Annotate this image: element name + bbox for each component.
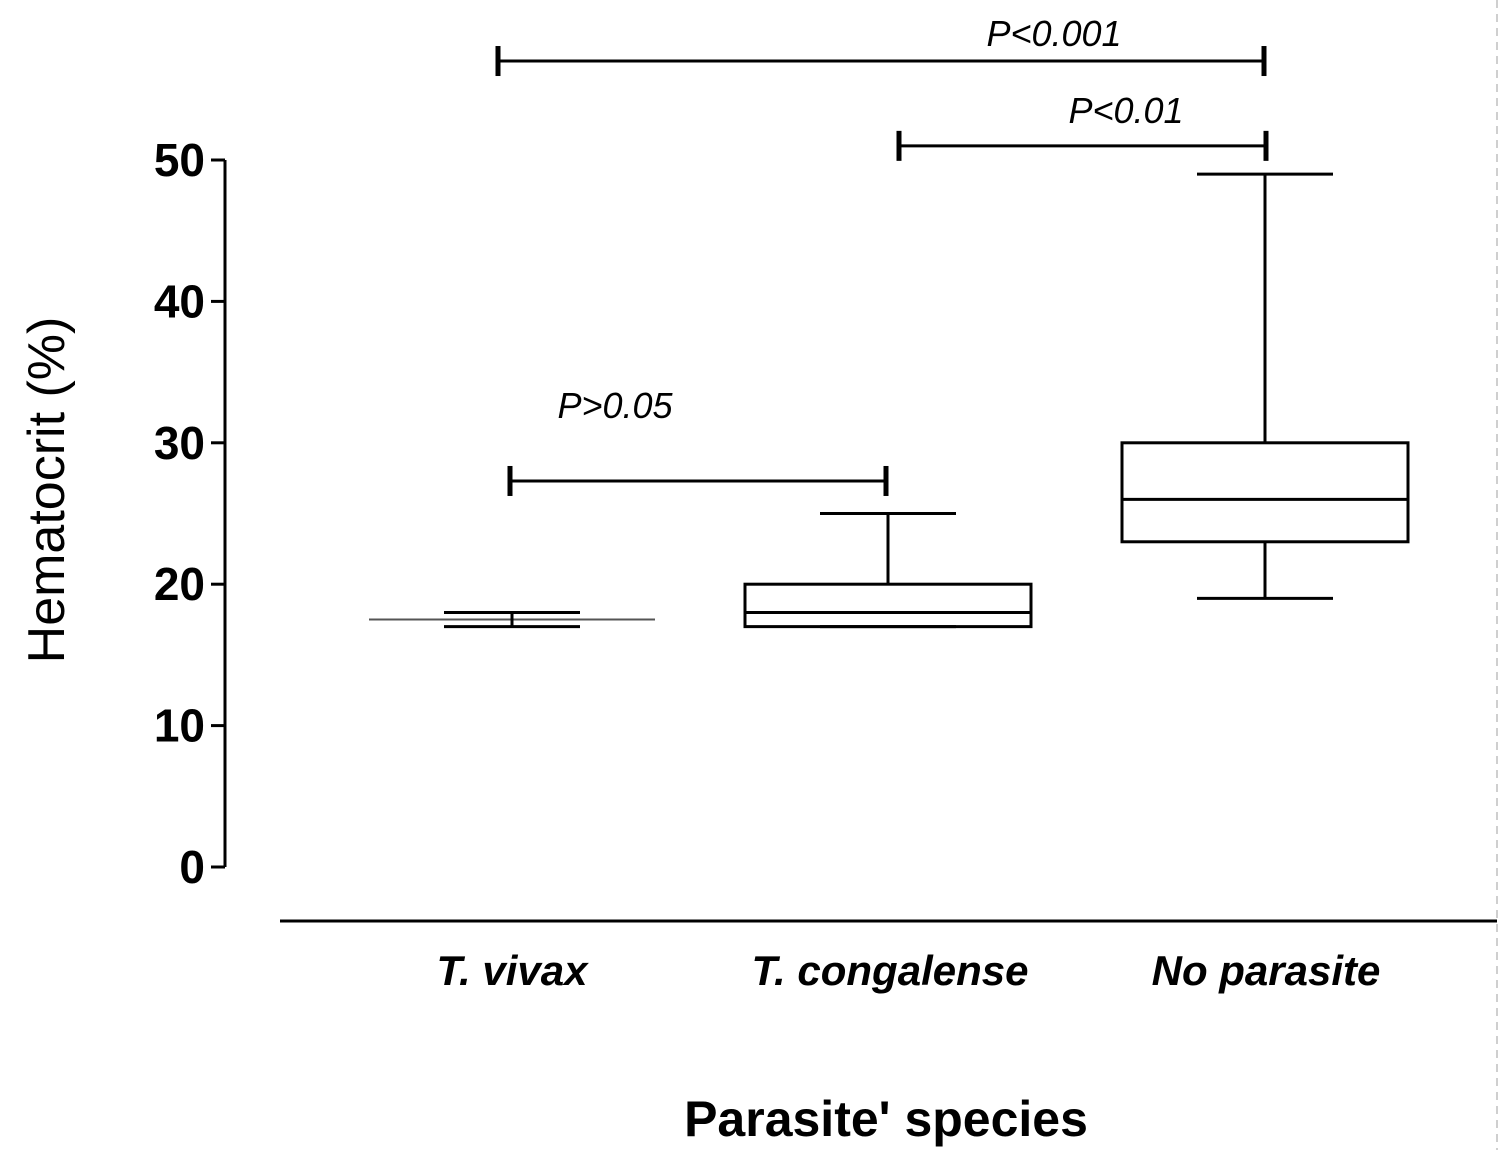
- significance-bracket: P<0.01: [896, 90, 1269, 161]
- y-ticks: 0 10 20 30 40 50: [154, 134, 225, 893]
- box-no-parasite: [1120, 172, 1410, 600]
- significance-bracket: P<0.001: [495, 13, 1267, 77]
- p-value-label: P<0.001: [986, 13, 1121, 54]
- significance-brackets: P>0.05 P<0.01 P<0.001: [495, 13, 1269, 496]
- y-tick-label: 0: [179, 841, 205, 893]
- y-tick-label: 40: [154, 275, 205, 327]
- y-axis-title: Hematocrit (%): [18, 317, 76, 664]
- y-tick-label: 30: [154, 417, 205, 469]
- box-t-congalense: [743, 512, 1033, 629]
- y-tick-label: 10: [154, 700, 205, 752]
- boxes: [369, 172, 1410, 629]
- iqr-box: [743, 582, 1033, 629]
- significance-bracket: P>0.05: [507, 385, 889, 496]
- box-t-vivax: [369, 610, 655, 629]
- category-label-t-congalense: T. congalense: [752, 947, 1029, 994]
- category-label-no-parasite: No parasite: [1152, 947, 1381, 994]
- p-value-label: P<0.01: [1068, 90, 1183, 131]
- category-label-t-vivax: T. vivax: [437, 947, 590, 994]
- iqr-box: [1120, 441, 1410, 544]
- y-tick-label: 50: [154, 134, 205, 186]
- x-axis-title: Parasite' species: [684, 1091, 1088, 1147]
- y-tick-label: 20: [154, 558, 205, 610]
- p-value-label: P>0.05: [557, 385, 673, 426]
